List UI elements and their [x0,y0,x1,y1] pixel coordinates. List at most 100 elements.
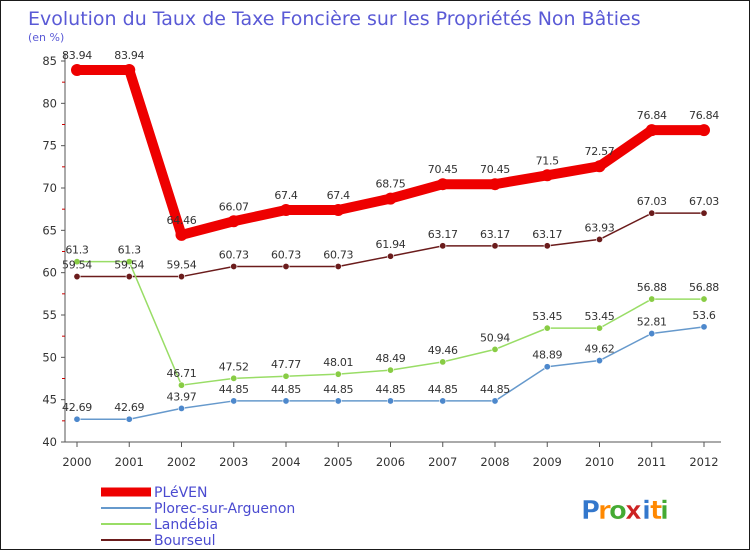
data-label-bourseul: 67.03 [637,195,667,208]
data-point-pl-ven [593,160,606,173]
x-tick-label: 2006 [376,455,405,469]
data-point-bourseul [439,242,447,250]
series-layer [71,63,710,423]
data-point-plorec-sur-arguenon [125,415,133,423]
data-point-plorec-sur-arguenon [386,397,394,405]
legend-label-pl-ven: PLéVEN [154,485,208,501]
axes: 40 45 50 55 60 65 70 75 80 85 2000 2001 2002 2003 2004… [42,53,721,469]
x-tick-label: 2010 [585,455,614,469]
y-tick-label: 85 [42,54,57,68]
data-label-plorec-sur-arguenon: 44.85 [323,383,353,396]
logo-letter: x [625,496,642,526]
data-point-pl-ven [489,178,501,191]
y-unit-label: (en %) [28,31,64,44]
data-point-plorec-sur-arguenon [334,397,342,405]
data-label-pl-ven: 67.4 [327,189,351,202]
data-point-bourseul [543,242,551,250]
data-point-land-bia [648,295,656,303]
data-label-bourseul: 60.73 [323,248,353,261]
x-tick-label: 2005 [324,455,353,469]
data-point-pl-ven [332,204,345,217]
data-label-pl-ven: 83.94 [62,49,92,62]
data-label-pl-ven: 71.5 [536,154,560,167]
data-label-plorec-sur-arguenon: 42.69 [62,401,92,414]
y-tick-label: 55 [42,308,57,322]
data-label-bourseul: 67.03 [689,195,719,208]
data-point-land-bia [543,324,551,332]
x-tick-label: 2009 [533,455,562,469]
data-label-pl-ven: 68.75 [376,178,406,191]
data-point-land-bia [700,295,708,303]
legend-label-land-bia: Landébia [154,517,218,533]
data-label-plorec-sur-arguenon: 48.89 [532,349,562,362]
data-label-land-bia: 56.88 [689,281,719,294]
x-tick-label: 2004 [271,455,300,469]
data-point-land-bia [73,258,81,266]
data-label-land-bia: 46.71 [167,367,197,380]
data-label-plorec-sur-arguenon: 44.85 [219,383,249,396]
data-label-plorec-sur-arguenon: 44.85 [271,383,301,396]
data-point-land-bia [282,372,290,380]
y-tick-label: 75 [42,139,57,153]
data-point-plorec-sur-arguenon [282,397,290,405]
data-label-bourseul: 63.17 [532,228,562,241]
y-tick-label: 40 [42,435,57,449]
data-point-land-bia [178,381,186,389]
chart-title: Evolution du Taux de Taxe Foncière sur l… [28,8,641,30]
data-label-pl-ven: 64.46 [167,214,197,227]
data-label-pl-ven: 83.94 [114,49,144,62]
data-label-land-bia: 53.45 [585,310,615,323]
data-label-pl-ven: 72.57 [585,145,615,158]
data-point-plorec-sur-arguenon [595,357,603,365]
data-label-bourseul: 63.17 [428,228,458,241]
data-label-plorec-sur-arguenon: 49.62 [585,343,615,356]
x-tick-label: 2007 [428,455,457,469]
logo-letter: t [650,496,662,526]
data-point-bourseul [125,273,133,281]
legend-label-plorec-sur-arguenon: Plorec-sur-Arguenon [154,501,295,517]
data-point-bourseul [73,273,81,281]
logo-letter: o [609,496,627,526]
data-point-plorec-sur-arguenon [178,404,186,412]
data-label-pl-ven: 76.84 [689,109,719,122]
data-point-plorec-sur-arguenon [439,397,447,405]
data-label-land-bia: 50.94 [480,331,510,344]
logo-letter: i [642,496,651,526]
data-point-pl-ven [123,63,136,76]
data-label-land-bia: 47.52 [219,360,249,373]
data-point-plorec-sur-arguenon [73,415,81,423]
data-point-land-bia [230,374,238,382]
data-point-pl-ven [280,204,292,217]
data-point-bourseul [282,262,290,270]
data-label-pl-ven: 66.07 [219,200,249,213]
data-label-land-bia: 47.77 [271,358,301,371]
data-label-pl-ven: 76.84 [637,109,667,122]
data-label-plorec-sur-arguenon: 44.85 [376,383,406,396]
x-tick-label: 2000 [62,455,91,469]
data-point-plorec-sur-arguenon [700,323,708,331]
data-label-land-bia: 61.3 [118,244,142,257]
data-label-pl-ven: 70.45 [428,163,458,176]
data-label-land-bia: 49.46 [428,344,458,357]
legend-label-bourseul: Bourseul [154,533,215,549]
data-point-bourseul [178,273,186,281]
y-tick-label: 50 [42,350,57,364]
data-label-pl-ven: 67.4 [274,189,298,202]
data-point-plorec-sur-arguenon [648,330,656,338]
data-label-bourseul: 61.94 [376,238,406,251]
y-tick-label: 45 [42,393,57,407]
data-point-land-bia [334,370,342,378]
data-label-bourseul: 63.17 [480,228,510,241]
logo-letter: P [581,496,600,526]
x-tick-label: 2012 [689,455,718,469]
x-tick-label: 2002 [167,455,196,469]
data-labels-layer: 59.54 59.54 59.54 60.73 60.73 60.73 61.94 63.17… [62,49,720,414]
data-point-plorec-sur-arguenon [491,397,499,405]
data-point-land-bia [439,358,447,366]
data-point-land-bia [386,366,394,374]
data-point-pl-ven [227,215,240,228]
logo-letter: r [598,496,611,526]
logo-letter: i [660,496,669,526]
data-label-bourseul: 63.93 [585,221,615,234]
